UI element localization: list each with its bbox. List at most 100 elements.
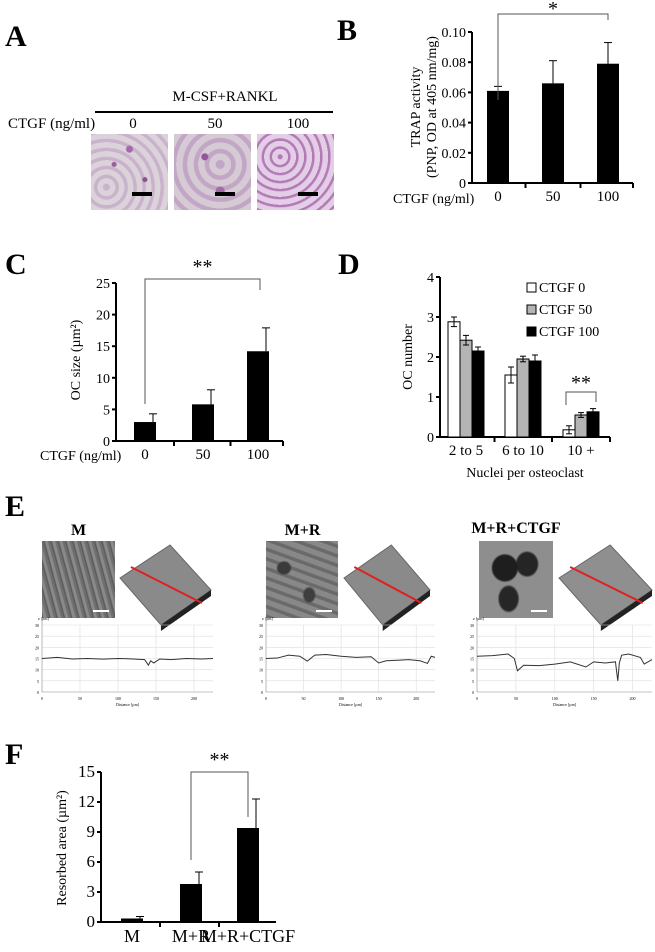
- profile-line-1: [265, 653, 436, 665]
- y-axis-label: z [µm]: [38, 616, 50, 621]
- x-tick-label: 200: [191, 696, 197, 701]
- y-tick-label: 25: [470, 634, 474, 639]
- y-tick-label: 30: [35, 623, 39, 628]
- legend-label: CTGF 0: [539, 281, 585, 296]
- y-tick-label: 0: [37, 690, 39, 695]
- x-tick-label: 50: [302, 696, 306, 701]
- x-tick-label: M+R: [172, 926, 210, 946]
- y-tick-label: 10: [35, 668, 39, 673]
- legend-label: CTGF 100: [539, 325, 599, 340]
- significance-stars: **: [210, 749, 230, 771]
- bar: [447, 321, 461, 438]
- bar: [574, 414, 588, 438]
- panel-label-d: D: [338, 248, 360, 281]
- y-tick-label: 10: [96, 372, 110, 387]
- group-label-m-r-ctgf: M+R+CTGF: [471, 520, 561, 537]
- bar: [487, 90, 509, 183]
- x-tick-label: 0: [476, 696, 478, 701]
- sem-image-m: [42, 541, 115, 618]
- legend-label: CTGF 50: [539, 303, 592, 318]
- significance-bracket: [190, 771, 249, 860]
- y-tick-label: 20: [96, 309, 110, 324]
- x-tick-label: M+R+CTGF: [201, 926, 295, 946]
- y-tick-label: 0: [472, 690, 474, 695]
- y-tick-label: 9: [87, 822, 96, 841]
- y-tick-label: 3: [427, 311, 434, 326]
- bar: [247, 351, 269, 441]
- x-tick-label: 150: [591, 696, 597, 701]
- y-tick-label: 5: [472, 679, 474, 684]
- x-tick-label: 2 to 5: [449, 443, 483, 459]
- y-tick-label: 0: [459, 177, 466, 192]
- bar: [459, 339, 473, 438]
- x-tick-label: 50: [514, 696, 518, 701]
- y-axis-label: z [µm]: [473, 616, 485, 621]
- x-tick-label: 100: [597, 189, 620, 205]
- y-axis-label: z [µm]: [262, 616, 274, 621]
- x-tick-label: 10 +: [567, 443, 594, 459]
- x-tick-label: 100: [115, 696, 121, 701]
- x-tick-label: 100: [552, 696, 558, 701]
- x-axis-label: CTGF (ng/ml): [393, 192, 475, 207]
- bar: [237, 828, 259, 922]
- y-tick-label: 15: [78, 762, 95, 781]
- y-tick-label: 6: [87, 852, 96, 871]
- scale-bar: [298, 192, 318, 196]
- y-tick-label: 2: [427, 351, 434, 366]
- y-tick-label: 5: [261, 679, 263, 684]
- significance-bracket: [497, 13, 609, 100]
- y-tick-label: 3: [87, 882, 96, 901]
- x-tick-label: 6 to 10: [502, 443, 544, 459]
- trap-stain-image-100: [257, 134, 334, 210]
- x-tick-label: 200: [413, 696, 419, 701]
- bar: [192, 404, 214, 441]
- y-tick-label: 4: [427, 271, 434, 286]
- y-tick-label: 0.10: [442, 26, 467, 41]
- x-tick-label: 50: [546, 189, 561, 205]
- profile-line-0: [41, 656, 214, 667]
- legend-swatch: [526, 282, 537, 293]
- y-tick-label: 25: [96, 277, 110, 292]
- legend-swatch: [526, 304, 537, 315]
- x-tick-label: 150: [153, 696, 159, 701]
- y-tick-label: 12: [78, 792, 95, 811]
- bar: [471, 350, 485, 438]
- panel-label-f: F: [5, 738, 24, 771]
- y-axis-label: (PNP, OD at 405 nm/mg): [425, 36, 440, 178]
- x-tick-label: 0: [494, 189, 502, 205]
- x-axis-label: Distance [µm]: [339, 702, 363, 707]
- y-tick-label: 20: [35, 645, 39, 650]
- y-tick-label: 5: [37, 679, 39, 684]
- group-label-m-r: M+R: [284, 522, 321, 539]
- header-divider: [95, 111, 333, 113]
- y-tick-label: 10: [259, 668, 263, 673]
- y-tick-label: 15: [35, 657, 39, 662]
- y-tick-label: 20: [259, 645, 263, 650]
- y-axis-label: TRAP activity: [409, 67, 424, 148]
- y-tick-label: 0: [427, 431, 434, 446]
- x-axis-label: Distance [µm]: [553, 702, 577, 707]
- bar: [504, 374, 518, 438]
- trap-stain-image-0: [91, 134, 168, 210]
- significance-bracket: [144, 278, 261, 404]
- bar: [586, 411, 600, 438]
- profile-line-marker: [130, 566, 203, 604]
- x-tick-label: 50: [196, 447, 211, 463]
- y-tick-label: 15: [259, 657, 263, 662]
- y-tick-label: 25: [259, 634, 263, 639]
- y-tick-label: 0.06: [442, 86, 467, 101]
- y-tick-label: 15: [470, 657, 474, 662]
- y-tick-label: 0.02: [442, 147, 467, 162]
- x-tick-label: 100: [247, 447, 270, 463]
- column-label-100: 100: [286, 116, 310, 132]
- bar: [528, 360, 542, 438]
- x-tick-label: 50: [78, 696, 82, 701]
- significance-stars: *: [548, 0, 558, 20]
- significance-bracket: [565, 391, 597, 405]
- ctgf-row-label: CTGF (ng/ml): [8, 116, 96, 132]
- panel-label-e: E: [5, 490, 26, 523]
- bar: [121, 918, 143, 922]
- x-tick-label: 0: [141, 447, 149, 463]
